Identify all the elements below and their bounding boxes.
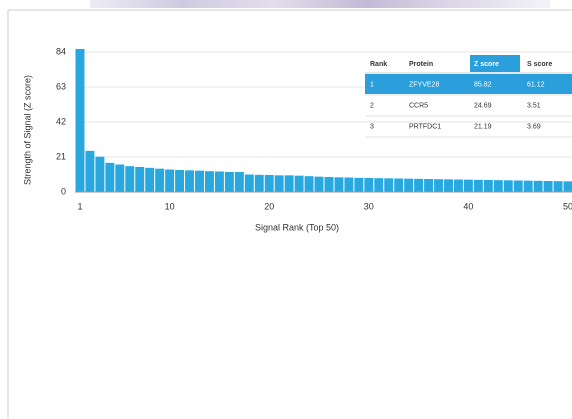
- table-cell: 61.12: [527, 81, 545, 88]
- table-cell: 21.19: [474, 123, 492, 130]
- y-tick-label: 84: [56, 46, 66, 56]
- bar: [374, 178, 384, 192]
- bar: [404, 178, 414, 192]
- x-axis-label: Signal Rank (Top 50): [255, 222, 339, 232]
- bar: [274, 175, 284, 192]
- table-cell: 3.51: [527, 102, 541, 109]
- bar: [463, 179, 473, 192]
- bar: [334, 177, 344, 192]
- bar: [533, 180, 543, 192]
- bar: [364, 178, 374, 192]
- bar: [543, 181, 553, 192]
- bar: [493, 180, 503, 192]
- bar: [105, 162, 115, 192]
- table-cell: 2: [370, 102, 374, 109]
- bar: [95, 156, 105, 192]
- table-cell: PRTFDC1: [409, 123, 441, 130]
- x-tick-label: 1: [77, 201, 82, 211]
- table: Rank Protein Z score S score 1 ZFYVE28 85.82 61…: [365, 55, 572, 138]
- table-cell: 1: [370, 81, 374, 88]
- bar: [254, 174, 264, 192]
- bar: [483, 180, 493, 192]
- bar: [324, 177, 334, 192]
- bar: [344, 177, 354, 192]
- bar: [195, 170, 204, 192]
- bar: [523, 180, 533, 192]
- column-header: Z score: [474, 61, 499, 68]
- table-cell: 24.69: [474, 102, 492, 109]
- bar: [503, 180, 513, 192]
- bar: [444, 179, 453, 192]
- bar: [294, 175, 304, 192]
- bar: [314, 176, 324, 192]
- table-cell: 3: [370, 123, 374, 130]
- x-tick-label: 20: [264, 201, 274, 211]
- y-tick-label: 21: [56, 151, 66, 161]
- bar: [434, 179, 444, 192]
- column-header: Rank: [370, 61, 387, 68]
- bar: [204, 171, 214, 192]
- bar: [234, 172, 244, 192]
- table-cell: CCR5: [409, 102, 428, 109]
- y-tick-label: 0: [61, 186, 66, 196]
- table-cell: ZFYVE28: [409, 81, 439, 88]
- bar: [125, 166, 135, 192]
- bar: [75, 48, 85, 192]
- bar: [414, 178, 424, 192]
- image-strip: [90, 0, 550, 8]
- bar: [264, 175, 274, 192]
- bar: [394, 178, 404, 192]
- x-tick-label: 50: [563, 201, 572, 211]
- bar: [563, 181, 572, 192]
- bar: [553, 181, 563, 192]
- bar: [115, 164, 125, 192]
- bar: [185, 170, 195, 192]
- x-tick-label: 30: [364, 201, 374, 211]
- bar: [224, 172, 234, 192]
- header-highlight: [470, 55, 520, 72]
- y-tick-label: 63: [56, 81, 66, 91]
- x-tick-label: 40: [463, 201, 473, 211]
- bar: [513, 180, 523, 192]
- table-cell: 3.69: [527, 123, 541, 130]
- bar: [165, 169, 175, 192]
- x-tick-label: 10: [165, 201, 175, 211]
- y-tick-label: 42: [56, 116, 66, 126]
- bar: [135, 167, 145, 192]
- bar: [175, 170, 185, 192]
- column-header: Protein: [409, 61, 433, 68]
- y-axis-label: Strength of Signal (Z score): [22, 75, 32, 185]
- table-cell: 85.82: [474, 81, 492, 88]
- bar: [354, 177, 364, 192]
- bar: [473, 179, 483, 192]
- bar: [85, 150, 95, 192]
- bar: [244, 174, 254, 192]
- bar: [214, 171, 224, 192]
- bar: [424, 179, 434, 192]
- bar: [284, 175, 294, 192]
- bar: [155, 168, 165, 192]
- bar: [304, 176, 314, 192]
- row-highlight: [365, 74, 572, 94]
- bar: [384, 178, 394, 192]
- bar: [453, 179, 463, 192]
- bar: [145, 167, 155, 192]
- column-header: S score: [527, 61, 552, 68]
